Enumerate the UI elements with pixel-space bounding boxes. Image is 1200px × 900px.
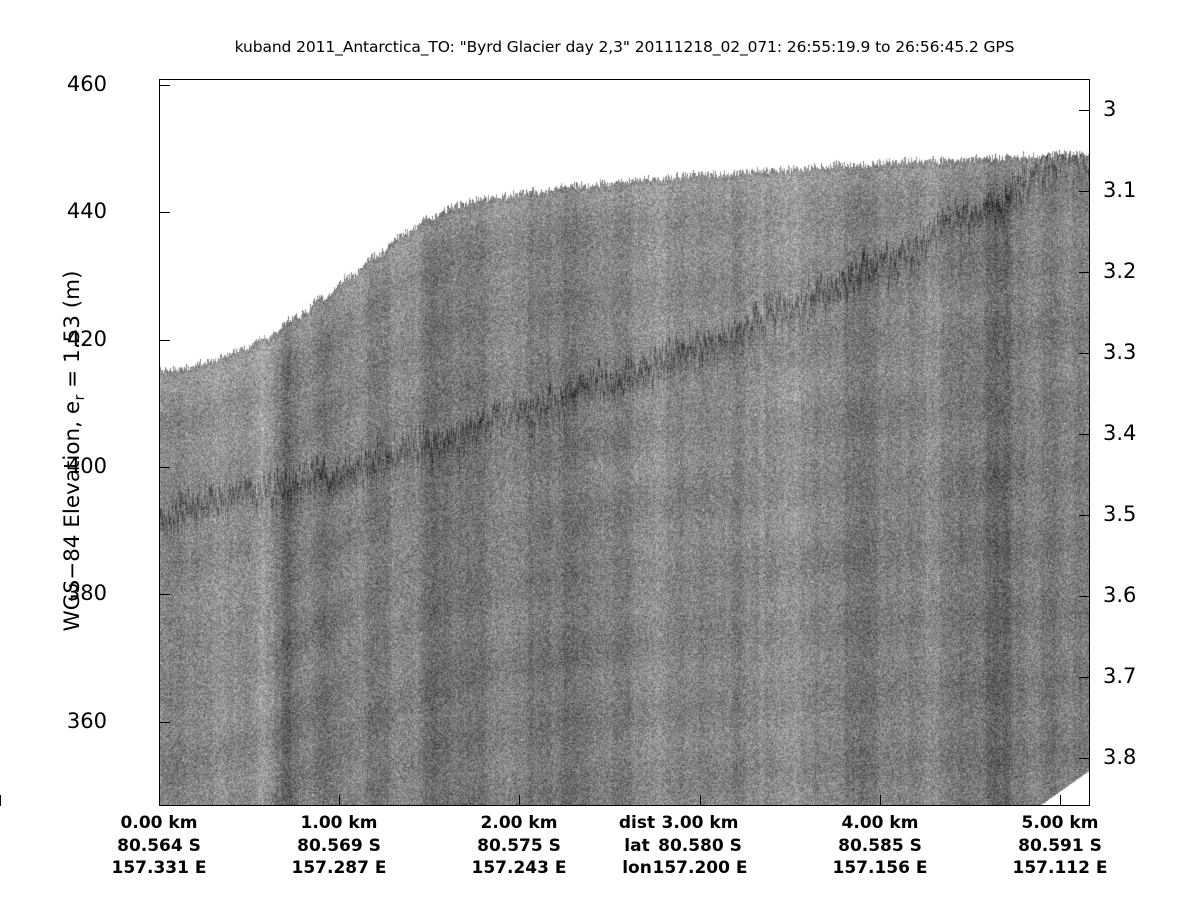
x-tick-dist: 4.00 km (841, 813, 919, 833)
y-axis-title-left-main: WGS−84 Elevation, e (60, 400, 85, 632)
y-tick-mark-right (1079, 758, 1090, 759)
y-tick-mark-right (1079, 272, 1090, 273)
x-tick-mark (159, 795, 160, 806)
y2-tick-label-3-5: 3.5 (1103, 502, 1137, 526)
x-tick-dist: 5.00 km (1021, 813, 1099, 833)
y2-tick-label-3-0: 3 (1103, 97, 1117, 121)
y2-tick-label-3-1: 3.1 (1103, 178, 1137, 202)
figure-title: kuband 2011_Antarctica_TO: "Byrd Glacier… (234, 38, 1015, 56)
y2-tick-label-3-8: 3.8 (1103, 745, 1137, 769)
y-tick-mark-left (159, 467, 170, 468)
x-tick-group-1km: 1.00 km 80.569 S 157.287 E (229, 812, 449, 880)
y-tick-mark-left (159, 340, 170, 341)
y-tick-mark-right (1079, 110, 1090, 111)
x-tick-lat: 80.580 S (658, 835, 742, 856)
x-tick-dist: 2.00 km (480, 813, 558, 833)
y-tick-mark-left (159, 85, 170, 86)
y-tick-mark-right (1079, 596, 1090, 597)
x-tick-group-4km: 4.00 km 80.585 S 157.156 E (770, 812, 990, 880)
y-axis-title-left-subscript: r (72, 394, 88, 401)
x-tick-lat: 80.564 S (117, 835, 201, 856)
x-axis-row-key-lon: lon (622, 858, 652, 878)
y-tick-label-400: 400 (66, 454, 107, 478)
y-tick-mark-right (1079, 434, 1090, 435)
x-tick-group-5km: 5.00 km 80.591 S 157.112 E (950, 812, 1170, 880)
y2-tick-label-3-7: 3.7 (1103, 664, 1137, 688)
x-tick-lat: 80.591 S (1018, 835, 1102, 856)
radar-echogram-image (160, 80, 1089, 805)
y-tick-mark-left (159, 594, 170, 595)
x-tick-group-2km: 2.00 km 80.575 S 157.243 E (409, 812, 629, 880)
x-tick-mark (880, 795, 881, 806)
x-axis-row-key: dist lat lon (592, 812, 682, 880)
x-tick-lon: 157.243 E (471, 858, 567, 878)
x-tick-group-0km: 0.00 km 80.564 S 157.331 E (49, 812, 269, 880)
x-tick-lat: 80.575 S (477, 835, 561, 856)
y-tick-mark-right (1079, 191, 1090, 192)
x-tick-lon: 157.200 E (652, 858, 748, 878)
x-tick-lon: 157.112 E (1012, 858, 1108, 878)
x-tick-dist: 0.00 km (120, 813, 198, 833)
x-tick-lon: 157.287 E (291, 858, 387, 878)
y2-tick-label-3-3: 3.3 (1103, 340, 1137, 364)
x-tick-mark (700, 795, 701, 806)
x-axis-row-key-dist: dist (618, 813, 656, 833)
y-tick-label-380: 380 (66, 581, 107, 605)
y-tick-label-440: 440 (66, 199, 107, 223)
y-axis-title-left-tail: = 1.53 (m) (60, 270, 85, 395)
x-tick-lat: 80.585 S (838, 835, 922, 856)
x-tick-dist: 1.00 km (300, 813, 378, 833)
x-tick-group-3km: 3.00 km 80.580 S 157.200 E (590, 812, 810, 880)
x-axis-row-key-lat: lat (624, 835, 650, 856)
y-tick-label-420: 420 (66, 327, 107, 351)
y2-tick-label-3-2: 3.2 (1103, 259, 1137, 283)
y2-tick-label-3-4: 3.4 (1103, 421, 1137, 445)
y-tick-mark-left (159, 212, 170, 213)
echogram-plot-area (159, 79, 1090, 806)
y-tick-mark-right (1079, 677, 1090, 678)
y-tick-label-460: 460 (66, 72, 107, 96)
y-tick-label-360: 360 (66, 709, 107, 733)
y-axis-title-left: WGS−84 Elevation, er = 1.53 (m) (60, 131, 88, 771)
x-tick-lon: 157.331 E (111, 858, 207, 878)
y-tick-mark-right (1079, 515, 1090, 516)
x-tick-lat: 80.569 S (297, 835, 381, 856)
y-tick-mark-left (159, 722, 170, 723)
x-tick-lon: 157.156 E (832, 858, 928, 878)
x-tick-mark (339, 795, 340, 806)
x-tick-mark (1060, 795, 1061, 806)
y-tick-mark-right (1079, 353, 1090, 354)
x-tick-dist: 3.00 km (661, 813, 739, 833)
x-tick-mark (519, 795, 520, 806)
y2-tick-label-3-6: 3.6 (1103, 583, 1137, 607)
